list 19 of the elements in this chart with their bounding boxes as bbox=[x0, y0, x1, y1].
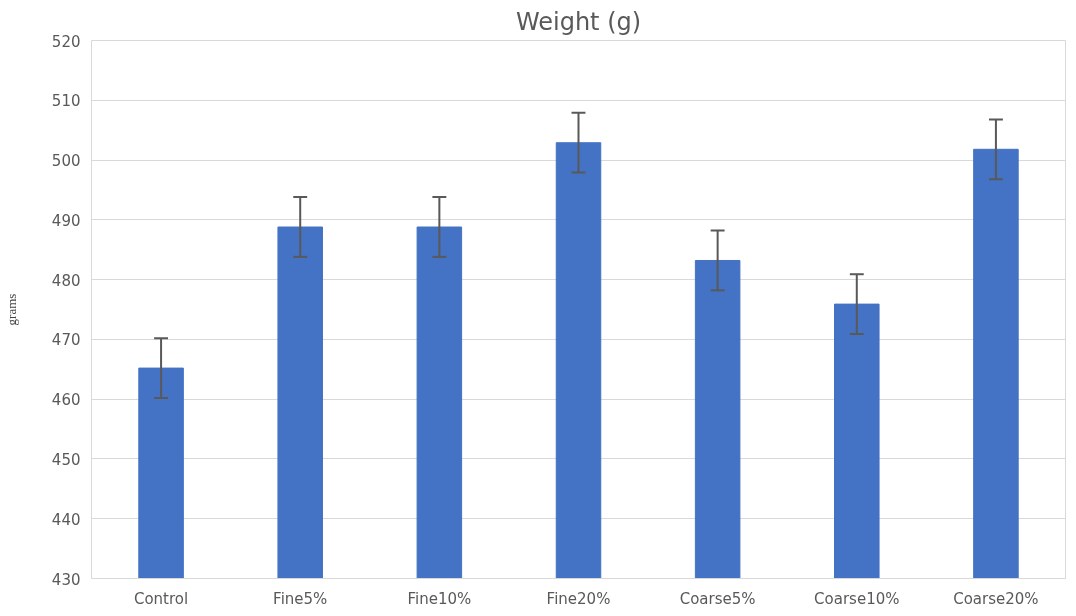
y-tick-label: 500 bbox=[51, 152, 81, 171]
y-tick-label: 450 bbox=[51, 450, 81, 469]
y-tick-label: 440 bbox=[51, 510, 81, 529]
y-tick-label: 490 bbox=[51, 211, 81, 230]
y-tick-label: 510 bbox=[51, 92, 81, 111]
x-tick-label: Fine10% bbox=[407, 589, 472, 608]
x-tick-label: Coarse20% bbox=[953, 589, 1039, 608]
x-tick-label: Coarse10% bbox=[814, 589, 900, 608]
y-tick-label: 470 bbox=[51, 331, 81, 350]
y-tick-label: 430 bbox=[51, 570, 81, 589]
chart-title: Weight (g) bbox=[515, 7, 642, 36]
x-tick-label: Coarse5% bbox=[679, 589, 756, 608]
y-tick-label: 520 bbox=[51, 32, 81, 51]
x-tick-label: Control bbox=[133, 589, 189, 608]
y-tick-label: 480 bbox=[51, 271, 81, 290]
y-tick-label: 460 bbox=[51, 391, 81, 410]
x-tick-label: Fine20% bbox=[546, 589, 611, 608]
x-tick-label: Fine5% bbox=[273, 589, 328, 608]
y-axis-title: grams bbox=[3, 293, 19, 326]
